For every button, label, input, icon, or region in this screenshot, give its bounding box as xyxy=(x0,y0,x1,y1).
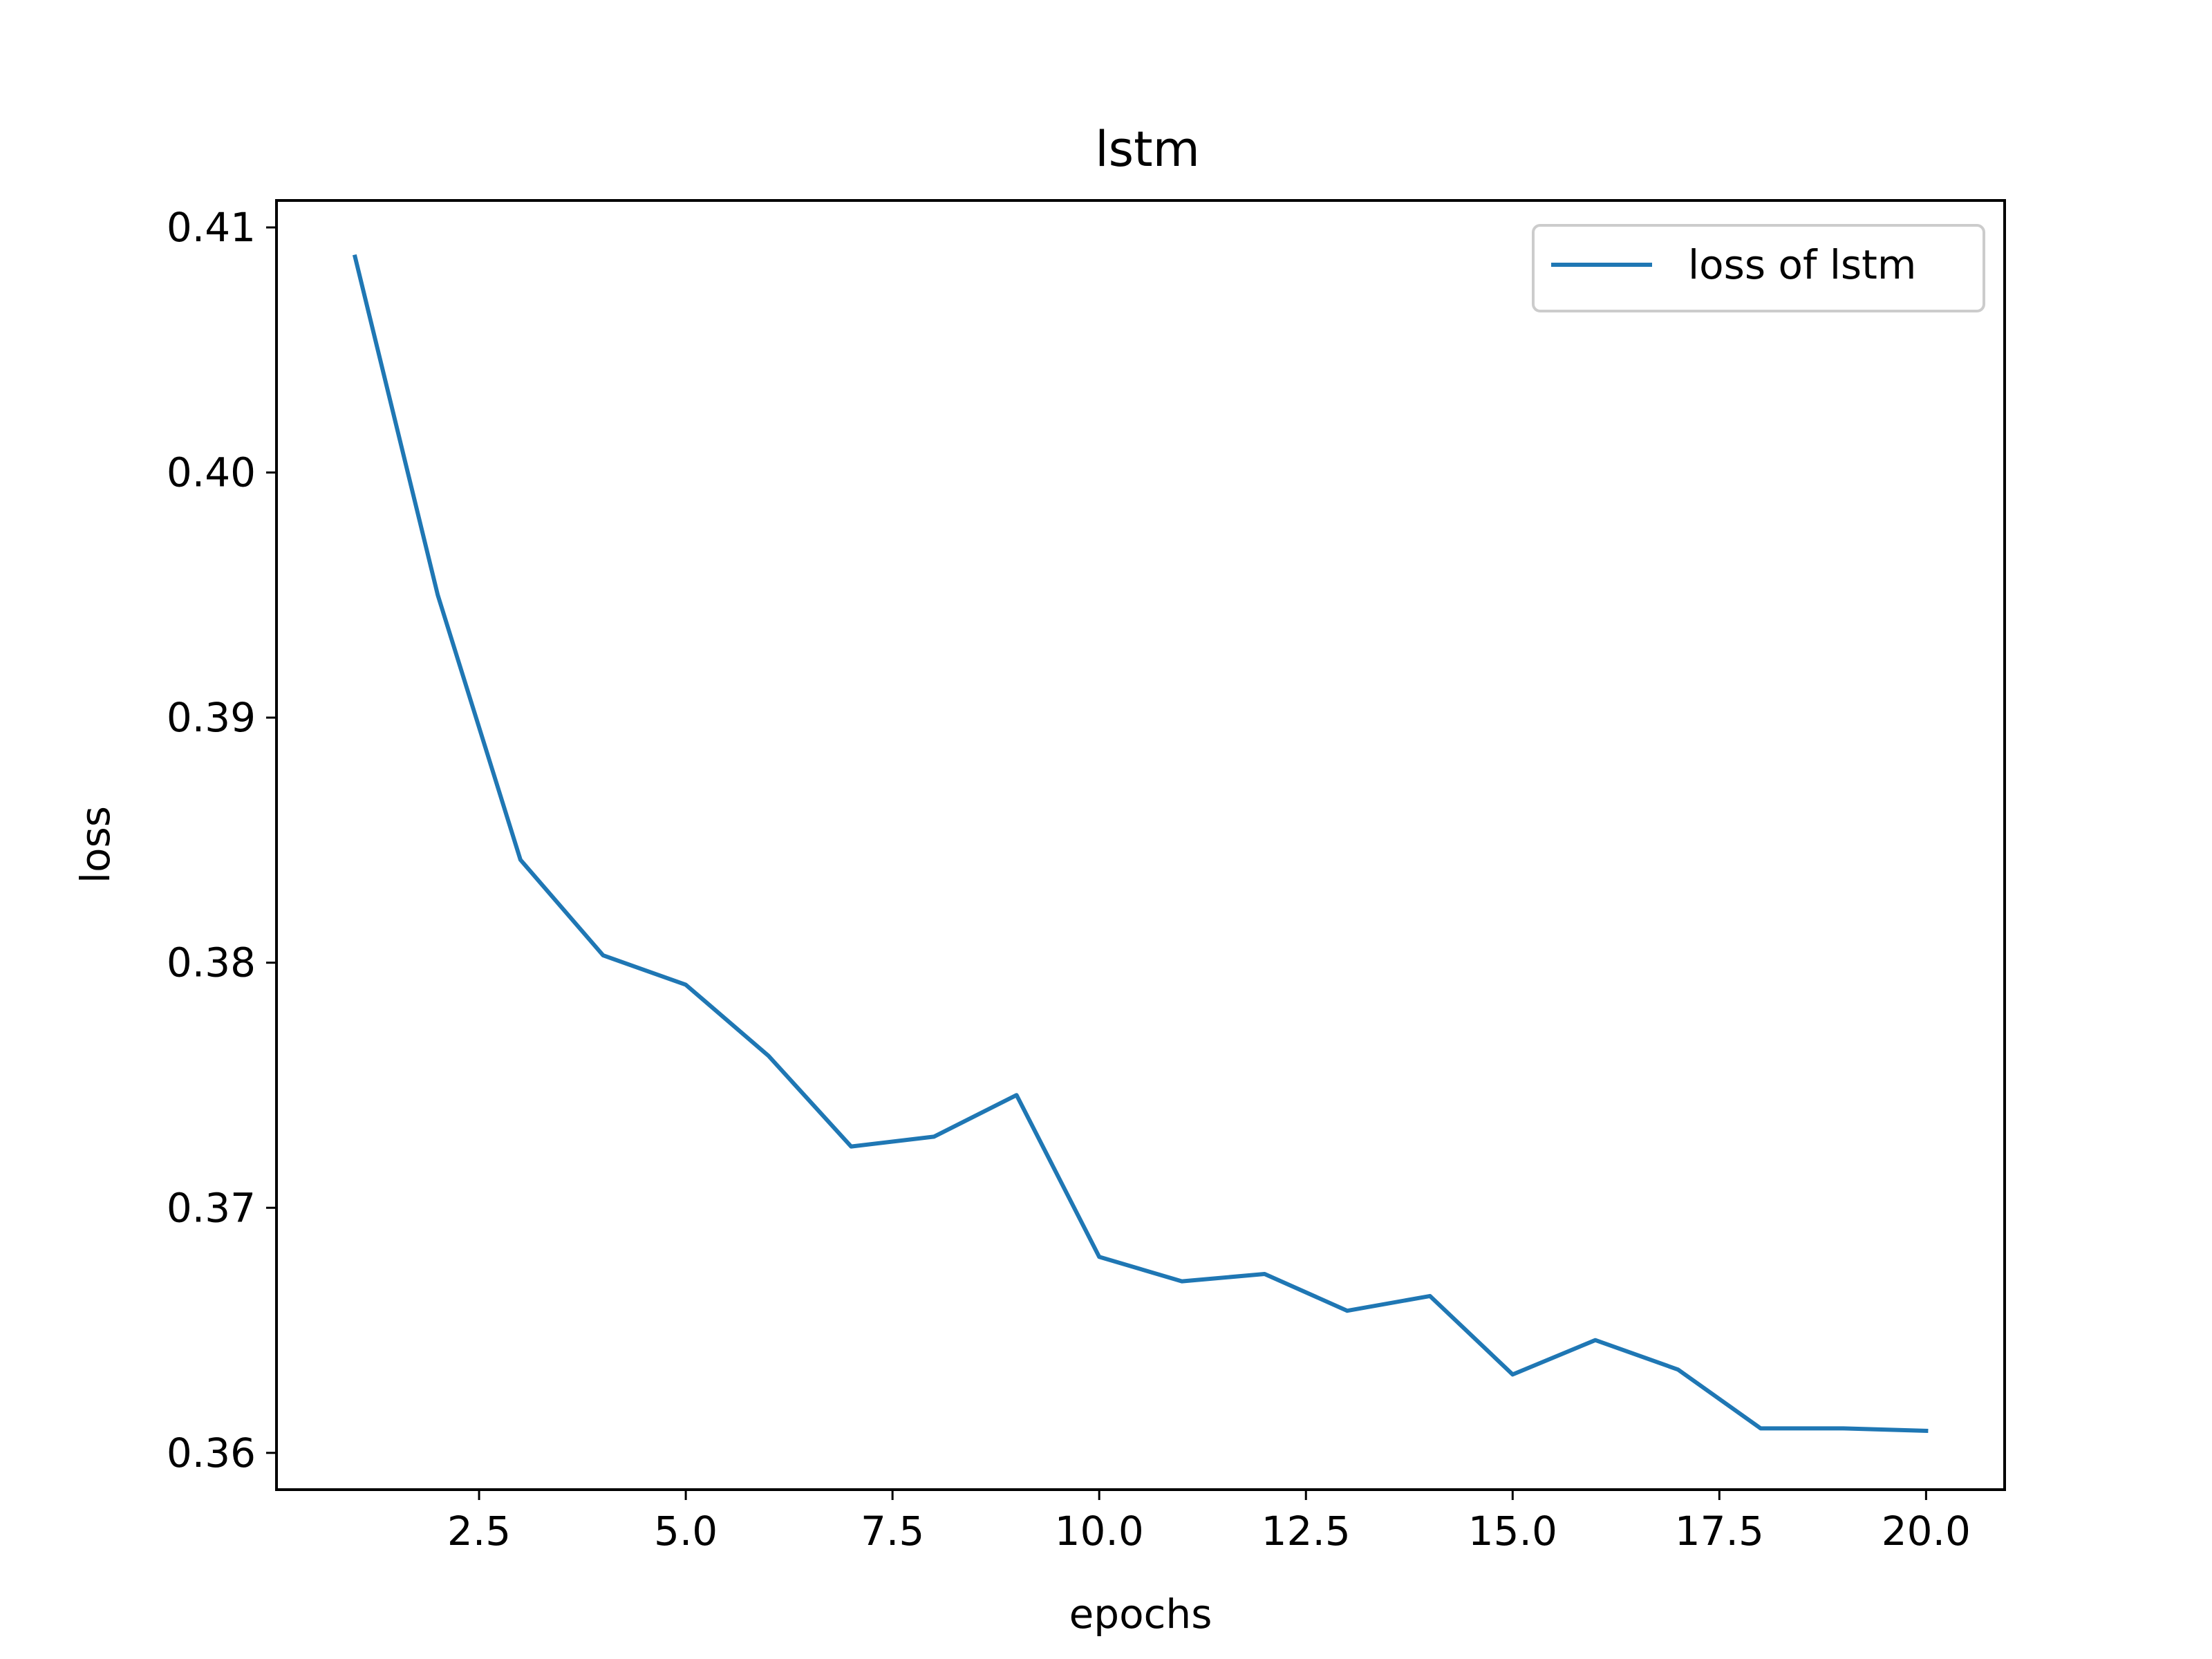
legend-frame xyxy=(1532,224,1985,312)
y-tick-label: 0.37 xyxy=(167,1184,256,1231)
x-tick-label: 5.0 xyxy=(654,1508,718,1555)
y-axis-label: loss xyxy=(72,806,119,883)
x-tick-label: 10.0 xyxy=(1055,1508,1144,1555)
series-line xyxy=(352,254,1929,1433)
y-tick-label: 0.38 xyxy=(167,939,256,986)
axes-frame xyxy=(275,199,2006,1491)
x-tick-label: 15.0 xyxy=(1468,1508,1557,1555)
y-tick-label: 0.36 xyxy=(167,1430,256,1477)
y-tick-label: 0.40 xyxy=(167,449,256,496)
x-tick-label: 17.5 xyxy=(1675,1508,1764,1555)
x-axis: 2.5 5.0 7.5 10.0 12.5 15.0 17.5 20.0 xyxy=(447,1490,1971,1555)
x-axis-label: epochs xyxy=(1069,1591,1212,1638)
x-tick-label: 2.5 xyxy=(447,1508,511,1555)
chart-title: lstm xyxy=(1095,121,1200,178)
y-axis: 0.36 0.37 0.38 0.39 0.40 0.41 xyxy=(167,204,276,1477)
legend-label: loss of lstm xyxy=(1688,241,1916,288)
y-tick-label: 0.39 xyxy=(167,694,256,741)
x-tick-label: 20.0 xyxy=(1882,1508,1971,1555)
y-tick-label: 0.41 xyxy=(167,204,256,251)
legend: loss of lstm xyxy=(1532,224,1985,312)
plot-area xyxy=(352,254,1929,1433)
x-tick-label: 7.5 xyxy=(861,1508,924,1555)
x-tick-label: 12.5 xyxy=(1262,1508,1351,1555)
